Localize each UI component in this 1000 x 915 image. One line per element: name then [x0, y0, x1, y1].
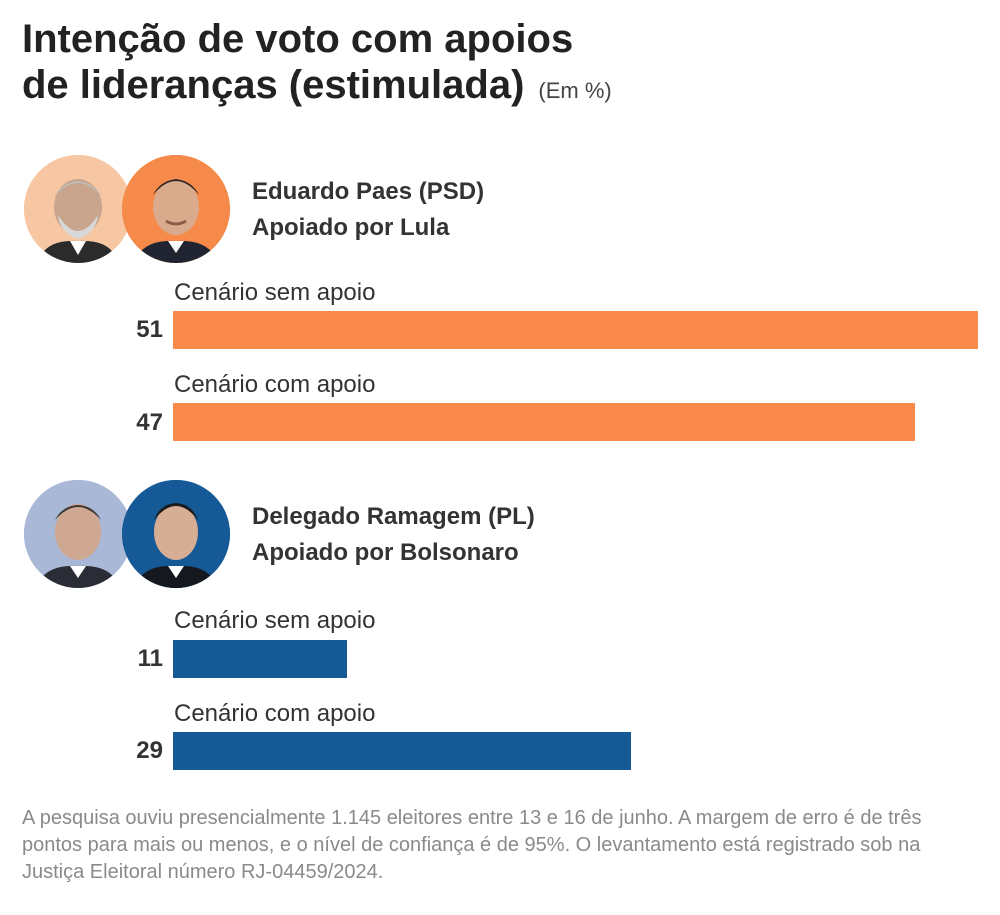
support-label: Apoiado por Lula	[252, 214, 450, 241]
bolsonaro-portrait-icon	[24, 480, 132, 588]
candidate-name: Eduardo Paes (PSD)	[252, 178, 485, 205]
avatar-pair	[24, 155, 238, 265]
bar-value-label: 51	[136, 316, 163, 343]
candidate-name: Delegado Ramagem (PL)	[252, 503, 535, 530]
bar-paes-com-apoio	[173, 403, 915, 441]
candidate-names: Delegado Ramagem (PL) Apoiado por Bolson…	[252, 499, 535, 571]
chart-title-line2: de lideranças (estimulada)	[22, 63, 525, 107]
bar-value-label: 29	[136, 737, 163, 764]
footnote: A pesquisa ouviu presencialmente 1.145 e…	[22, 807, 922, 883]
bar-ramagem-sem-apoio	[173, 640, 347, 678]
avatar-pair	[24, 480, 238, 590]
bar-ramagem-com-apoio	[173, 732, 631, 770]
bar-paes-sem-apoio	[173, 311, 978, 349]
bar-value-label: 11	[137, 645, 163, 672]
candidate-names: Eduardo Paes (PSD) Apoiado por Lula	[252, 174, 484, 246]
group-header-ramagem: Delegado Ramagem (PL) Apoiado por Bolson…	[24, 480, 535, 590]
paes-portrait-icon	[122, 155, 230, 263]
ramagem-portrait-icon	[122, 480, 230, 588]
unit-label: (Em %)	[538, 78, 612, 103]
bar-category-label: Cenário com apoio	[174, 371, 376, 398]
bar-category-label: Cenário com apoio	[174, 700, 376, 727]
chart-title: Intenção de voto com apoios de liderança…	[22, 16, 612, 114]
lula-portrait-icon	[24, 155, 132, 263]
bar-category-label: Cenário sem apoio	[174, 607, 376, 634]
chart-title-line1: Intenção de voto com apoios	[22, 17, 574, 61]
bar-category-label: Cenário sem apoio	[174, 279, 376, 306]
support-label: Apoiado por Bolsonaro	[252, 539, 519, 566]
bar-value-label: 47	[136, 409, 163, 436]
group-header-paes: Eduardo Paes (PSD) Apoiado por Lula	[24, 155, 484, 265]
